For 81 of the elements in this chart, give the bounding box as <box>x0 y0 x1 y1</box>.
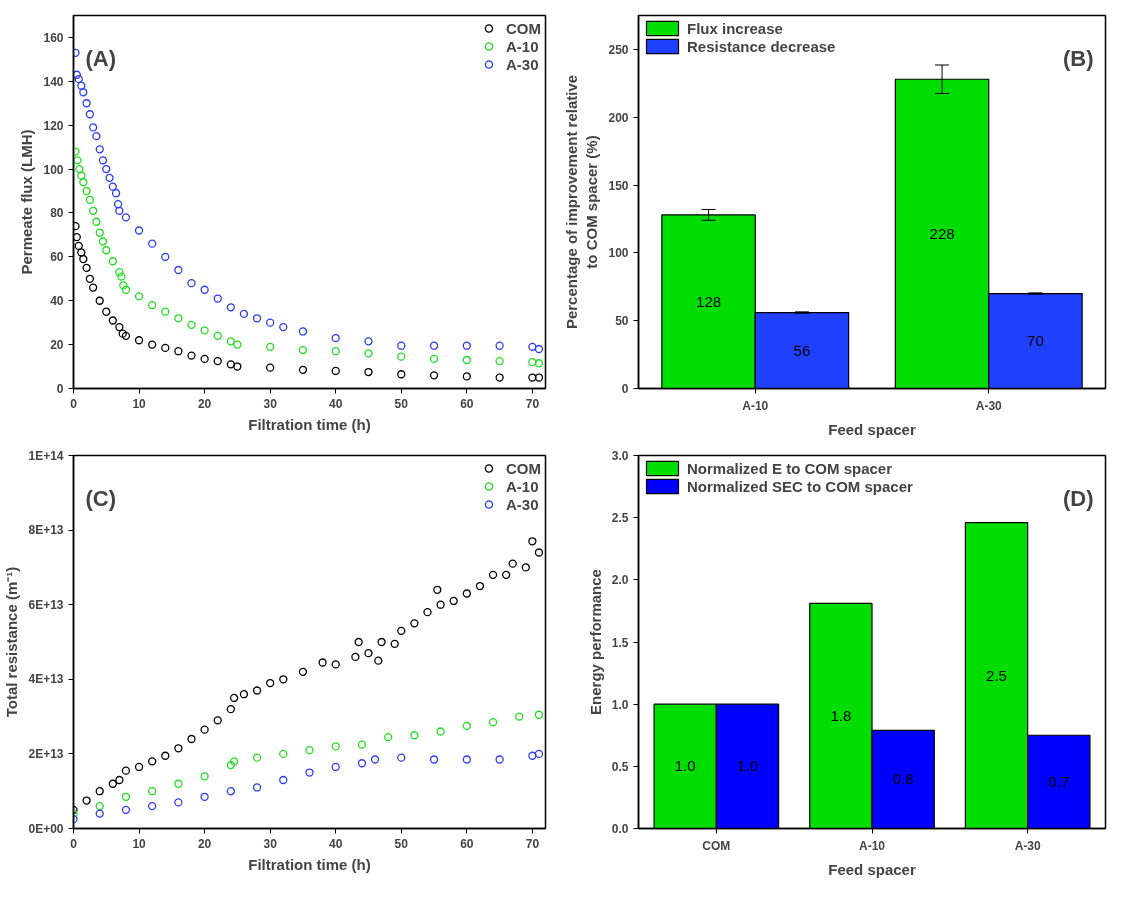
data-label: 70 <box>1027 332 1044 350</box>
y-tick-label: 0 <box>621 382 629 396</box>
x-tick-label: 10 <box>132 396 147 411</box>
data-label: 2.5 <box>986 666 1007 684</box>
legend-label: Flux increase <box>687 19 783 37</box>
y-tick-label: 1.0 <box>611 697 629 712</box>
x-axis-title: Filtration time (h) <box>248 415 371 433</box>
x-tick-label: A-10 <box>742 398 769 413</box>
annotation: (D) <box>1062 485 1094 511</box>
data-label: 0.7 <box>1048 772 1070 790</box>
x-axis-title: Feed spacer <box>828 420 916 438</box>
y-tick-label: 0 <box>56 382 64 396</box>
y-tick-label: 140 <box>43 74 64 89</box>
y-axis-title: Permeate flux (LMH) <box>18 129 36 275</box>
x-tick-label: 70 <box>525 836 540 851</box>
legend-label: COM <box>506 459 541 477</box>
y-tick-label: 250 <box>608 42 629 57</box>
x-tick-label: 70 <box>525 396 540 411</box>
legend-label: Resistance decrease <box>687 37 836 55</box>
legend-label: A-30 <box>506 495 539 513</box>
data-label: 56 <box>793 341 811 359</box>
y-tick-label: 160 <box>43 30 64 45</box>
y-tick-label: 0E+00 <box>28 821 64 836</box>
y-tick-label: 6E+13 <box>28 597 64 612</box>
y-tick-label: 0.0 <box>611 822 629 836</box>
y-tick-label: 60 <box>50 250 64 265</box>
x-tick-label: 30 <box>263 836 278 851</box>
y-tick-label: 2.5 <box>611 511 629 526</box>
x-tick-label: 60 <box>460 396 474 411</box>
x-axis-title: Filtration time (h) <box>248 855 371 873</box>
data-label: 1.0 <box>674 757 696 775</box>
x-tick-label: 40 <box>329 396 343 411</box>
x-tick-label: A-10 <box>859 838 886 853</box>
y-tick-label: 8E+13 <box>28 523 64 538</box>
y-tick-label: 200 <box>608 110 629 125</box>
y-tick-label: 20 <box>50 338 64 353</box>
y-tick-label: 40 <box>50 294 64 309</box>
data-label: 1.8 <box>830 706 852 724</box>
y-tick-label: 120 <box>43 118 64 133</box>
x-tick-label: 20 <box>197 396 212 411</box>
y-tick-label: 150 <box>608 178 629 193</box>
y-tick-label: 3.0 <box>611 449 629 463</box>
x-tick-label: 30 <box>263 396 278 411</box>
y-tick-label: 4E+13 <box>28 672 64 687</box>
y-axis-title: Percentage of improvement relative to COM spacer (%) <box>563 74 601 330</box>
data-label: 228 <box>929 224 955 242</box>
x-tick-label: COM <box>702 838 731 853</box>
y-tick-label: 80 <box>50 206 64 221</box>
x-tick-label: 0 <box>70 836 78 851</box>
y-tick-label: 0.5 <box>611 759 629 774</box>
legend-label: COM <box>506 19 541 37</box>
y-tick-label: 2.0 <box>611 573 629 588</box>
y-tick-label: 1.5 <box>611 635 629 650</box>
x-tick-label: A-30 <box>1014 838 1041 853</box>
annotation: (A) <box>85 45 117 71</box>
x-tick-label: 40 <box>329 836 343 851</box>
data-label: 1.0 <box>737 757 758 775</box>
y-tick-label: 2E+13 <box>28 746 64 761</box>
x-tick-label: 10 <box>132 836 147 851</box>
x-tick-label: 60 <box>460 836 474 851</box>
x-tick-label: 50 <box>394 836 409 851</box>
legend-label: A-10 <box>506 477 539 495</box>
x-axis-title: Feed spacer <box>828 860 916 878</box>
legend-label: A-10 <box>506 37 539 55</box>
y-tick-label: 100 <box>43 162 64 177</box>
y-tick-label: 100 <box>608 246 629 261</box>
y-tick-label: 1E+14 <box>28 448 64 463</box>
x-tick-label: 20 <box>197 836 212 851</box>
x-tick-label: 50 <box>394 396 409 411</box>
data-label: 128 <box>696 292 722 310</box>
y-axis-title: Energy performance <box>586 569 604 715</box>
data-label: 0.8 <box>892 770 914 788</box>
legend-label: Normalized SEC to COM spacer <box>687 477 913 495</box>
y-tick-label: 50 <box>615 314 629 329</box>
legend-label: A-30 <box>506 55 539 73</box>
y-axis-title: Total resistance (m⁻¹) <box>3 566 21 718</box>
x-tick-label: A-30 <box>975 398 1003 413</box>
annotation: (C) <box>85 485 117 511</box>
annotation: (B) <box>1062 45 1094 71</box>
x-tick-label: 0 <box>70 396 78 411</box>
legend-label: Normalized E to COM spacer <box>687 459 893 477</box>
